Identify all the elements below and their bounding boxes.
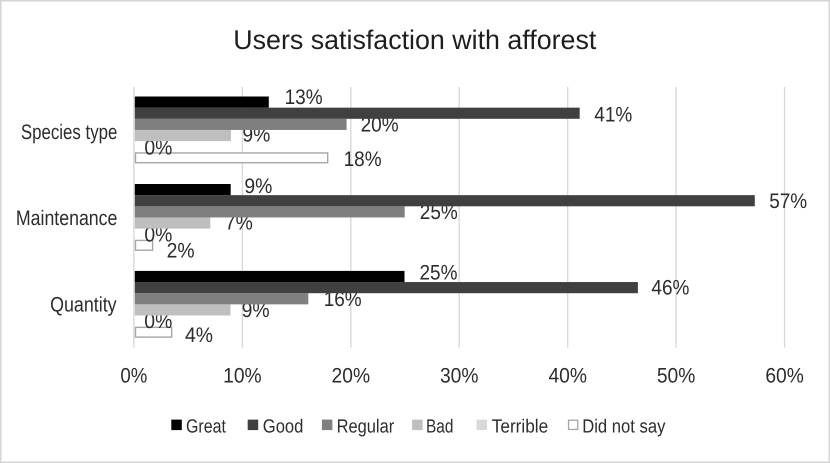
svg-text:2%: 2% [167,240,195,263]
svg-text:0%: 0% [120,365,147,388]
svg-text:Maintenance: Maintenance [16,207,118,230]
svg-text:0%: 0% [144,310,172,333]
svg-text:Terrible: Terrible [492,417,548,438]
svg-text:9%: 9% [242,299,270,322]
svg-text:41%: 41% [594,103,632,126]
svg-text:Did not say: Did not say [582,417,666,438]
svg-text:Bad: Bad [426,417,453,438]
svg-text:4%: 4% [185,324,213,347]
svg-text:Regular: Regular [337,417,395,438]
svg-text:40%: 40% [548,365,587,388]
svg-text:46%: 46% [651,277,689,300]
svg-text:13%: 13% [285,86,323,109]
svg-text:57%: 57% [769,190,807,213]
svg-text:0%: 0% [144,136,172,159]
svg-text:0%: 0% [144,224,172,247]
svg-text:Good: Good [263,417,304,438]
svg-text:25%: 25% [420,201,458,224]
svg-text:Quantity: Quantity [50,294,117,317]
svg-text:10%: 10% [223,365,262,388]
svg-text:20%: 20% [332,365,371,388]
svg-text:20%: 20% [361,114,399,137]
svg-text:16%: 16% [324,288,362,311]
svg-text:Great: Great [186,417,226,438]
svg-text:30%: 30% [440,365,479,388]
svg-text:50%: 50% [657,365,696,388]
svg-text:25%: 25% [420,261,458,284]
svg-text:9%: 9% [244,175,272,198]
svg-text:Species type: Species type [21,121,118,144]
svg-text:18%: 18% [344,148,382,171]
svg-text:60%: 60% [765,365,804,388]
svg-text:Users satisfaction with affore: Users satisfaction with afforest [233,25,596,55]
